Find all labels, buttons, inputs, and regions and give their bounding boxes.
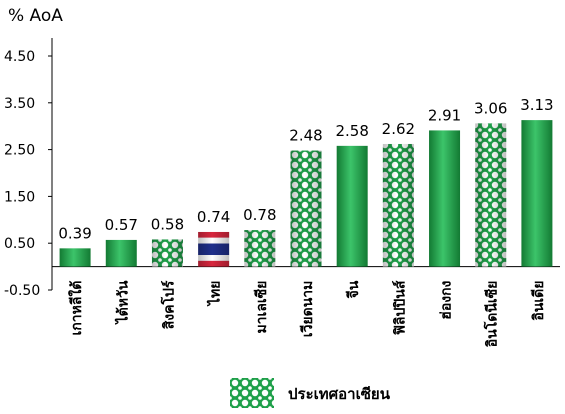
bar-solid bbox=[105, 239, 137, 267]
bar-value-label: 3.06 bbox=[474, 99, 507, 117]
bar-value-label: 0.74 bbox=[197, 208, 230, 226]
bar-value-label: 3.13 bbox=[520, 96, 553, 114]
bar-1 bbox=[105, 239, 137, 267]
bar-4 bbox=[244, 230, 276, 267]
bar-6 bbox=[336, 145, 368, 267]
bar-value-label: 0.78 bbox=[243, 206, 276, 224]
bar-solid bbox=[59, 248, 91, 267]
legend-asean-label: ประเทศอาเซียน bbox=[288, 385, 390, 403]
category-label: ฟิลิปปินส์ bbox=[391, 280, 408, 336]
category-label: อินโดนีเซีย bbox=[483, 281, 501, 348]
bar-solid bbox=[429, 130, 461, 267]
y-tick-label: 3.50 bbox=[4, 96, 35, 112]
category-label: สิงคโปร์ bbox=[159, 280, 177, 330]
category-label: อินเดีย bbox=[531, 281, 547, 322]
bar-10 bbox=[521, 120, 553, 267]
bar-7 bbox=[382, 143, 414, 267]
bar-value-label: 2.58 bbox=[335, 122, 368, 140]
bar-solid bbox=[521, 120, 553, 267]
y-tick-label: 0.50 bbox=[4, 236, 35, 252]
bar-8 bbox=[429, 130, 461, 267]
bar-shade bbox=[151, 239, 183, 267]
bar-value-label: 2.48 bbox=[289, 127, 322, 145]
bar-5 bbox=[290, 150, 322, 267]
bar-0 bbox=[59, 248, 91, 267]
y-tick-label: -0.50 bbox=[4, 283, 40, 299]
bar-3 bbox=[198, 231, 230, 267]
bar-solid bbox=[336, 145, 368, 267]
bar-value-label: 2.91 bbox=[428, 106, 461, 124]
bar-value-label: 0.58 bbox=[151, 215, 184, 233]
bar-shade bbox=[475, 123, 507, 267]
y-axis-unit-label: % AoA bbox=[8, 6, 63, 26]
bar-shade bbox=[290, 150, 322, 267]
y-tick-label: 1.50 bbox=[4, 189, 35, 205]
y-tick-label: 2.50 bbox=[4, 143, 35, 159]
y-tick-label: 4.50 bbox=[4, 49, 35, 65]
bar-shade bbox=[198, 231, 230, 267]
category-label: จีน bbox=[346, 280, 362, 299]
bar-value-label: 2.62 bbox=[382, 120, 415, 138]
bar-value-label: 0.57 bbox=[105, 216, 138, 234]
bar-shade bbox=[244, 230, 276, 267]
bar-2 bbox=[151, 239, 183, 267]
bar-value-label: 0.39 bbox=[58, 224, 91, 242]
bar-9 bbox=[475, 123, 507, 267]
category-label: เกาหลีใต้ bbox=[67, 281, 85, 336]
legend-asean-swatch bbox=[230, 378, 274, 408]
category-label: ไต้หวัน bbox=[113, 280, 131, 325]
category-label: เวียดนาม bbox=[300, 281, 316, 338]
category-label: ไทย bbox=[206, 281, 224, 307]
legend: ประเทศอาเซียน bbox=[230, 378, 490, 414]
category-label: มาเลเซีย bbox=[254, 281, 270, 334]
bar-shade bbox=[382, 143, 414, 267]
category-label: ฮ่องกง bbox=[439, 280, 455, 319]
